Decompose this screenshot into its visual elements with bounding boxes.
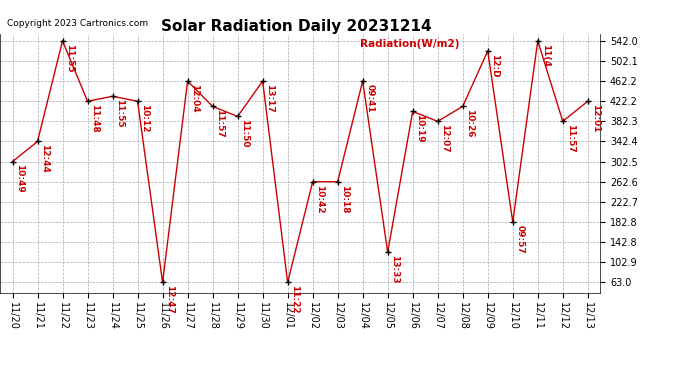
Text: 12:47: 12:47: [166, 285, 175, 314]
Text: 12:01: 12:01: [591, 104, 600, 132]
Text: 11:57: 11:57: [215, 109, 224, 138]
Text: 12:04: 12:04: [190, 84, 199, 112]
Text: 09:41: 09:41: [366, 84, 375, 112]
Text: 13:17: 13:17: [266, 84, 275, 112]
Text: Radiation(W/m2): Radiation(W/m2): [360, 39, 460, 49]
Text: 11(4: 11(4: [540, 44, 549, 67]
Text: 10:26: 10:26: [466, 109, 475, 138]
Text: 11:55: 11:55: [115, 99, 124, 128]
Text: 13:33: 13:33: [391, 255, 400, 284]
Text: 11:50: 11:50: [240, 119, 249, 148]
Text: 10:12: 10:12: [140, 104, 149, 132]
Text: 11:57: 11:57: [566, 124, 575, 153]
Text: 11:55: 11:55: [66, 44, 75, 72]
Text: Solar Radiation Daily 20231214: Solar Radiation Daily 20231214: [161, 19, 432, 34]
Text: 11:22: 11:22: [290, 285, 299, 314]
Text: 11:48: 11:48: [90, 104, 99, 133]
Text: 09:57: 09:57: [515, 225, 524, 254]
Text: 10:19: 10:19: [415, 114, 424, 143]
Text: 10:18: 10:18: [340, 184, 349, 213]
Text: 10:42: 10:42: [315, 184, 324, 213]
Text: 10:49: 10:49: [15, 164, 24, 193]
Text: 12:44: 12:44: [40, 144, 49, 173]
Text: 12:07: 12:07: [440, 124, 449, 153]
Text: 12:D: 12:D: [491, 54, 500, 77]
Text: Copyright 2023 Cartronics.com: Copyright 2023 Cartronics.com: [7, 19, 148, 28]
